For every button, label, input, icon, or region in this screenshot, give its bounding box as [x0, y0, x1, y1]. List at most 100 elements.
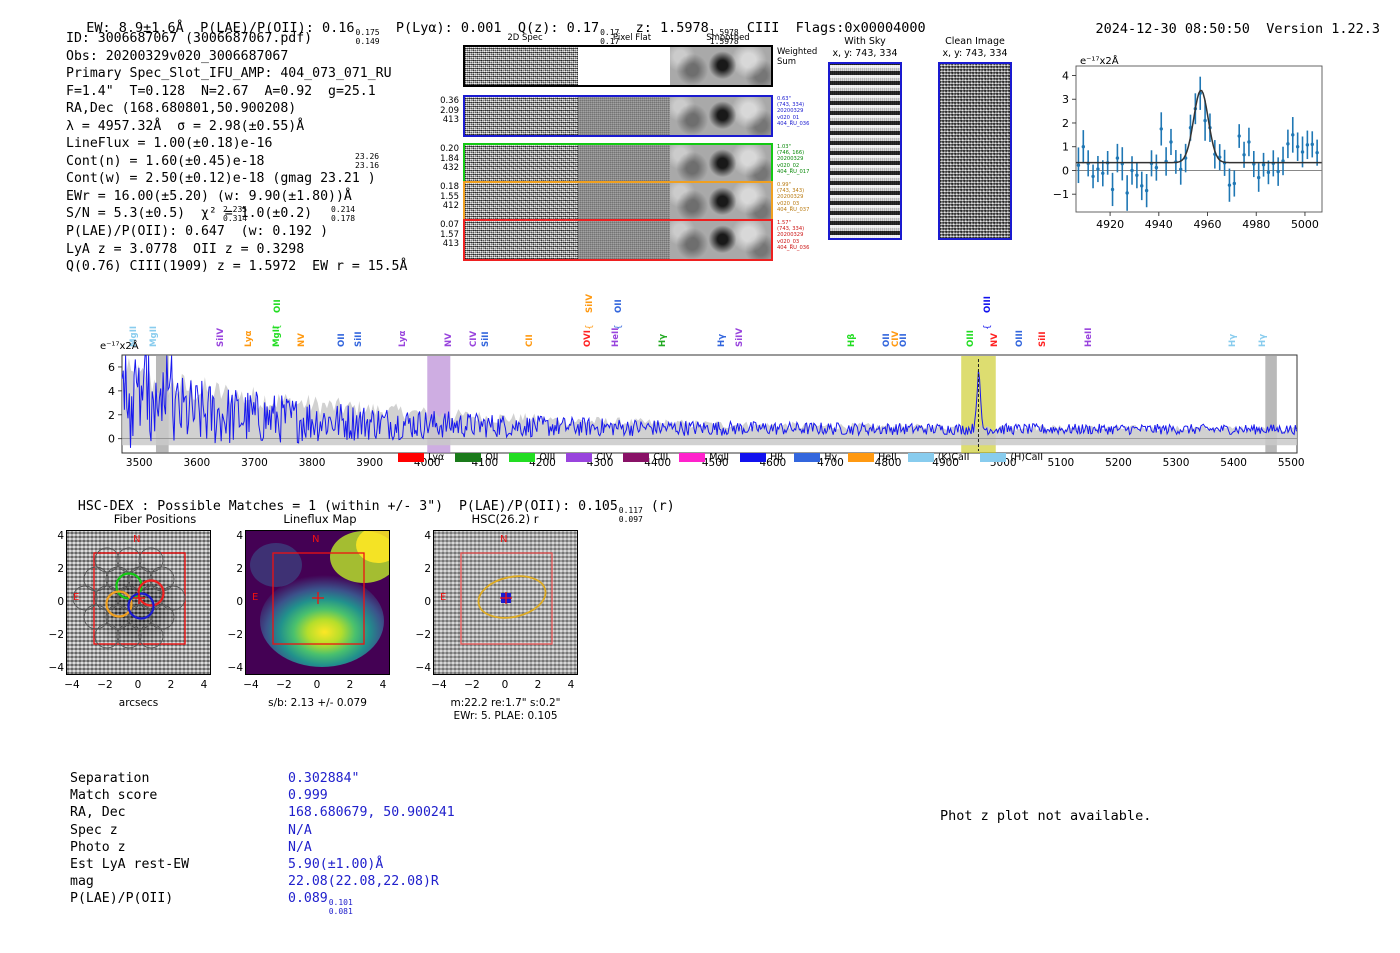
emission-line-label: Lyα — [243, 330, 254, 347]
match-table-fraction: 0.101 0.081 — [329, 899, 353, 916]
spec2d-row4-pixelflat — [578, 221, 671, 259]
lineflux-map-image[interactable]: N E — [245, 530, 390, 675]
full-spectrum-panel[interactable]: MgII{MgII{SiIV{Lyα{MgII{OII{NV{OII{SiII{… — [88, 285, 1305, 469]
spec2d-row4-meta-3: v020_03 — [777, 238, 800, 245]
lineflux-compass-e: E — [252, 592, 259, 603]
emission-line-label: HeII — [611, 327, 622, 347]
lineflux-compass-n: N — [312, 534, 320, 545]
hsc-r-image[interactable]: N E — [433, 530, 578, 675]
spec2d-row4-meta-2: 20200329 — [777, 232, 804, 239]
emission-line-label: OII — [337, 333, 348, 347]
lineflux-map-xlabel: s/b: 2.13 +/- 0.079 — [268, 697, 367, 709]
match-table-value: 0.089 — [288, 891, 328, 907]
spec2d-row3-stat-1: 1.55 — [440, 191, 459, 202]
emission-line-bracket: { — [272, 324, 283, 330]
spec2d-row-1[interactable] — [463, 95, 773, 137]
match-table-key: Est LyA rest-EW — [70, 857, 190, 873]
header-version: Version 1.22.3 — [1266, 21, 1380, 37]
cutout-withsky-title: With Sky x, y: 743, 334 — [820, 36, 910, 59]
photz-message: Phot z plot not available. — [940, 808, 1152, 824]
panel-title-lineflux-map: Lineflux Map — [283, 512, 357, 526]
cutout-withsky-image[interactable] — [828, 62, 902, 240]
match-table-value-hi: 0.101 — [328, 898, 353, 908]
panel-xtick: 0 — [313, 679, 321, 691]
svg-text:0: 0 — [108, 433, 115, 446]
spec2d-row3-meta-4: 404_RU_037 — [777, 206, 810, 213]
cutout-withsky-coords: x, y: 743, 334 — [832, 47, 898, 59]
legend-item: Hβ — [740, 452, 783, 463]
spec2d-row3-meta-3: v020_03 — [777, 200, 800, 207]
emission-line-zoom-plot[interactable]: 4920 4940 4960 4980 5000 −1 0 1 2 3 4 e⁻¹⁷x2Å — [1030, 40, 1335, 258]
panel-xtick: −2 — [276, 679, 292, 691]
match-table-value: 168.680679, 50.900241 — [288, 805, 455, 821]
match-table-row: Spec z N/A — [70, 822, 455, 839]
zoomplot-ylabel: e⁻¹⁷x2Å — [1080, 56, 1119, 67]
panel-ytick: 4 — [424, 530, 431, 542]
emission-line-label: NV — [444, 333, 455, 347]
emission-line-label: OII — [272, 299, 283, 313]
legend-item: (K)CaII — [907, 452, 970, 463]
fiber-positions-xlabel: arcsecs — [118, 697, 159, 709]
info-plae-w-hi: 0.214 — [331, 205, 356, 214]
spec2d-row3-pixelflat — [578, 183, 671, 221]
fiber-positions-image[interactable]: N E — [66, 530, 211, 675]
emission-line-label: Hγ — [657, 333, 668, 347]
spec2d-row4-2dspec — [465, 221, 579, 259]
spec2d-row-2[interactable] — [463, 143, 773, 185]
info-wavelength-sigma: λ = 4957.32Å σ = 2.98(±0.55)Å — [66, 118, 305, 134]
spec2d-row2-meta-1: (746, 166) — [777, 150, 805, 157]
svg-text:1: 1 — [1062, 141, 1069, 154]
spec2d-row1-smoothed — [670, 97, 771, 135]
legend-label: MgII — [709, 452, 730, 463]
hsc-heading-text: HSC-DEX : Possible Matches = 1 (within +… — [77, 499, 618, 514]
emission-line-label: MgII — [149, 325, 160, 347]
match-table-row: RA, Dec 168.680679, 50.900241 — [70, 804, 455, 821]
spec2d-row4-stat-2: 413 — [442, 239, 459, 250]
match-table-row: Photo z N/A — [70, 839, 455, 856]
cutout-clean-image[interactable] — [938, 62, 1012, 240]
cutout-clean-title: Clean Image x, y: 743, 334 — [925, 36, 1025, 59]
spectrum-xtick: 5500 — [1277, 457, 1305, 469]
panel-ytick: 2 — [57, 563, 64, 575]
emission-line-label: SiII — [1037, 331, 1048, 347]
hsc-r-compass-e: E — [440, 592, 447, 603]
legend-swatch — [794, 453, 821, 462]
header-z-lo: 1.5978 — [709, 36, 739, 46]
match-table-value: N/A — [288, 839, 312, 855]
spectrum-xtick: 5100 — [1047, 457, 1075, 469]
header-qz-hi: 0.17 — [600, 28, 620, 37]
cutout-withsky-title-text: With Sky — [844, 36, 886, 47]
header-z-label: z: 1.5978 — [635, 20, 709, 36]
spectrum-xtick: 3700 — [241, 457, 268, 469]
emission-line-label: Hγ — [1257, 333, 1268, 347]
match-table-value: 0.999 — [288, 788, 328, 804]
panel-ytick: −2 — [48, 629, 64, 641]
match-table-row: Separation 0.302884" — [70, 770, 455, 787]
svg-text:4: 4 — [1062, 69, 1069, 82]
spec2d-row1-2dspec — [465, 97, 579, 135]
spec2d-row-3[interactable] — [463, 181, 773, 223]
panel-ytick: −4 — [48, 662, 64, 674]
spec2d-row-weighted-sum[interactable] — [463, 45, 773, 87]
info-cont-w: Cont(w) = 2.50(±0.12)e-18 (gmag 23.21 ) — [66, 170, 407, 188]
emission-line-labels: MgII{MgII{SiIV{Lyα{MgII{OII{NV{OII{SiII{… — [88, 285, 1301, 364]
legend-label: (K)CaII — [937, 452, 970, 463]
header-timestamp: 2024-12-30 08:50:50 — [1095, 21, 1250, 37]
clean-texture — [940, 64, 1010, 238]
panel-xtick: 0 — [134, 679, 142, 691]
legend-swatch — [623, 453, 650, 462]
legend-swatch — [980, 453, 1007, 462]
spec2d-row1-stat-2: 413 — [442, 115, 459, 126]
panel-ytick: 0 — [57, 596, 64, 608]
spec2d-row-4[interactable] — [463, 219, 773, 261]
panel-xtick: 4 — [200, 679, 208, 691]
legend-item: OIII — [509, 452, 555, 463]
info-classification: Q(0.76) CIII(1909) z = 1.5972 EW r = 15.… — [66, 259, 408, 275]
spec2d-col-title-smoothed: Smoothed — [706, 33, 750, 43]
spectrum-xtick: 3900 — [356, 457, 384, 469]
legend-label: (H)CaII — [1010, 452, 1044, 463]
spec2d-row1-meta-1: (743, 334) — [777, 102, 805, 109]
spec2d-row4-stat-0: 0.07 — [440, 220, 459, 230]
spec2d-row1-left-stats: 0.36 2.09 413 — [425, 96, 459, 126]
svg-text:6: 6 — [108, 361, 115, 374]
